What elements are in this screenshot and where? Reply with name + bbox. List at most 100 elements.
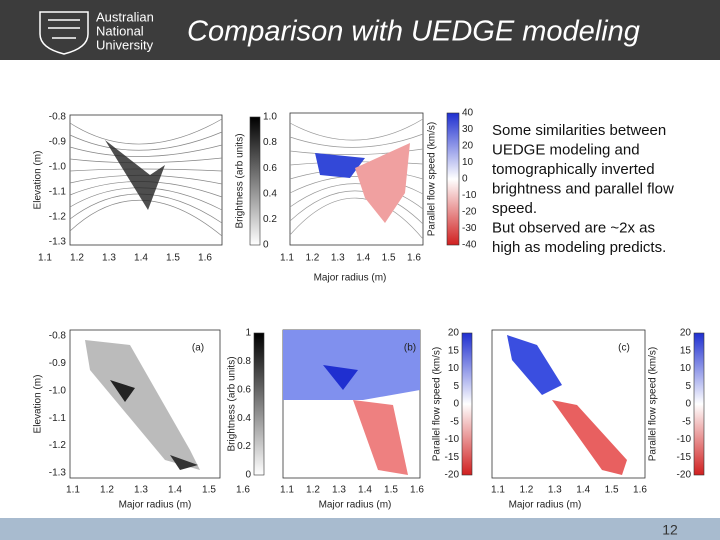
- colorbar-tick-label: -20: [677, 470, 692, 481]
- emission-core: [110, 380, 135, 402]
- y-tick-label: -1.0: [49, 385, 67, 396]
- colorbar-tick-label: 1.0: [263, 112, 277, 123]
- colorbar-tick-label: 10: [448, 363, 460, 374]
- colorbar-tick-label: 0.8: [237, 356, 251, 367]
- x-tick-label: 1.4: [356, 253, 370, 264]
- colorbar: [693, 332, 705, 476]
- y-tick-label: -0.9: [49, 358, 67, 369]
- flow-blue: [507, 335, 562, 395]
- x-tick-label: 1.3: [331, 253, 345, 264]
- x-axis-label: Major radius (m): [119, 500, 192, 511]
- logo-text: National: [96, 23, 144, 38]
- emission: [105, 140, 165, 210]
- logo-crest-detail: [48, 19, 80, 39]
- body-text: But observed are ~2x as: [492, 219, 655, 236]
- emission-core: [170, 455, 198, 470]
- logo-text: Australian: [96, 9, 154, 24]
- emission: [85, 340, 200, 470]
- colorbar-tick-label: 0.6: [263, 163, 277, 174]
- x-tick-label: 1.5: [605, 485, 619, 496]
- colorbar-tick-label: -40: [462, 240, 477, 251]
- contour: [289, 118, 424, 141]
- logo-crest: [39, 11, 89, 55]
- x-tick-label: 1.6: [198, 253, 212, 264]
- x-tick-label: 1.5: [202, 485, 216, 496]
- x-tick-label: 1.3: [332, 485, 346, 496]
- x-tick-label: 1.4: [358, 485, 372, 496]
- x-tick-label: 1.1: [280, 253, 294, 264]
- body-text: Some similarities between: [492, 122, 666, 139]
- colorbar-tick-label: 0: [453, 399, 459, 410]
- flow-red: [355, 143, 410, 223]
- flow-blue: [283, 330, 420, 400]
- colorbar-tick-label: -15: [677, 452, 692, 463]
- colorbar-tick-label: -5: [450, 416, 459, 427]
- flow-blue: [315, 153, 365, 178]
- x-tick-label: 1.6: [236, 485, 250, 496]
- flow-red: [552, 400, 627, 475]
- colorbar-tick-label: -20: [462, 207, 477, 218]
- x-tick-label: 1.2: [519, 485, 533, 496]
- colorbar-tick-label: 0.4: [237, 413, 251, 424]
- colorbar-tick-label: 0: [263, 240, 269, 251]
- y-tick-label: -0.8: [49, 331, 67, 342]
- body-text: tomographically inverted: [492, 161, 655, 178]
- colorbar-tick-label: 5: [453, 381, 459, 392]
- colorbar-tick-label: 0.2: [237, 441, 251, 452]
- y-tick-label: -1.0: [49, 162, 67, 173]
- x-tick-label: 1.3: [102, 253, 116, 264]
- x-tick-label: 1.2: [305, 253, 319, 264]
- body-text: speed.: [492, 200, 537, 217]
- x-tick-label: 1.5: [382, 253, 396, 264]
- colorbar-tick-label: 20: [462, 141, 474, 152]
- x-tick-label: 1.1: [38, 253, 52, 264]
- colorbar-tick-label: 20: [448, 328, 460, 339]
- y-tick-label: -0.9: [49, 137, 67, 148]
- body-text: high as modeling predicts.: [492, 239, 666, 256]
- colorbar-tick-label: 0: [685, 399, 691, 410]
- colorbar-tick-label: 0.2: [263, 214, 277, 225]
- colorbar-tick-label: 30: [462, 124, 474, 135]
- x-tick-label: 1.6: [410, 485, 424, 496]
- colorbar-tick-label: 0.8: [263, 137, 277, 148]
- contour: [69, 118, 223, 145]
- colorbar-tick-label: 20: [680, 328, 692, 339]
- x-tick-label: 1.6: [633, 485, 647, 496]
- colorbar-tick-label: 0: [245, 470, 251, 481]
- flow-red: [353, 400, 408, 475]
- x-tick-label: 1.1: [491, 485, 505, 496]
- y-tick-label: -1.2: [49, 212, 67, 223]
- colorbar-tick-label: -20: [445, 470, 460, 481]
- colorbar-label: Brightness (arb units): [235, 133, 246, 228]
- colorbar-tick-label: 10: [462, 157, 474, 168]
- colorbar-label: Brightness (arb units): [227, 356, 238, 451]
- x-axis-label: Major radius (m): [509, 500, 582, 511]
- slide-title: Comparison with UEDGE modeling: [187, 16, 640, 48]
- logo-text: University: [96, 37, 154, 52]
- y-axis-label: Elevation (m): [33, 151, 44, 210]
- colorbar-tick-label: 1: [245, 328, 251, 339]
- y-tick-label: -0.8: [49, 112, 67, 123]
- body-text: UEDGE modeling and: [492, 141, 640, 158]
- colorbar-tick-label: 0: [462, 174, 468, 185]
- colorbar-tick-label: -15: [445, 452, 460, 463]
- y-tick-label: -1.1: [49, 187, 67, 198]
- colorbar-tick-label: -10: [677, 434, 692, 445]
- x-tick-label: 1.4: [576, 485, 590, 496]
- colorbar: [446, 112, 460, 246]
- contour: [289, 197, 424, 240]
- contour: [289, 133, 424, 148]
- colorbar-label: Parallel flow speed (km/s): [432, 347, 443, 461]
- colorbar-tick-label: -10: [462, 190, 477, 201]
- x-tick-label: 1.2: [100, 485, 114, 496]
- x-tick-label: 1.2: [306, 485, 320, 496]
- colorbar-label: Parallel flow speed (km/s): [648, 347, 659, 461]
- contour: [289, 183, 424, 210]
- colorbar-label: Parallel flow speed (km/s): [427, 122, 438, 236]
- x-axis-label: Major radius (m): [319, 500, 392, 511]
- colorbar-tick-label: 10: [680, 363, 692, 374]
- colorbar: [249, 116, 261, 246]
- colorbar-tick-label: 5: [685, 381, 691, 392]
- colorbar-tick-label: 40: [462, 108, 474, 119]
